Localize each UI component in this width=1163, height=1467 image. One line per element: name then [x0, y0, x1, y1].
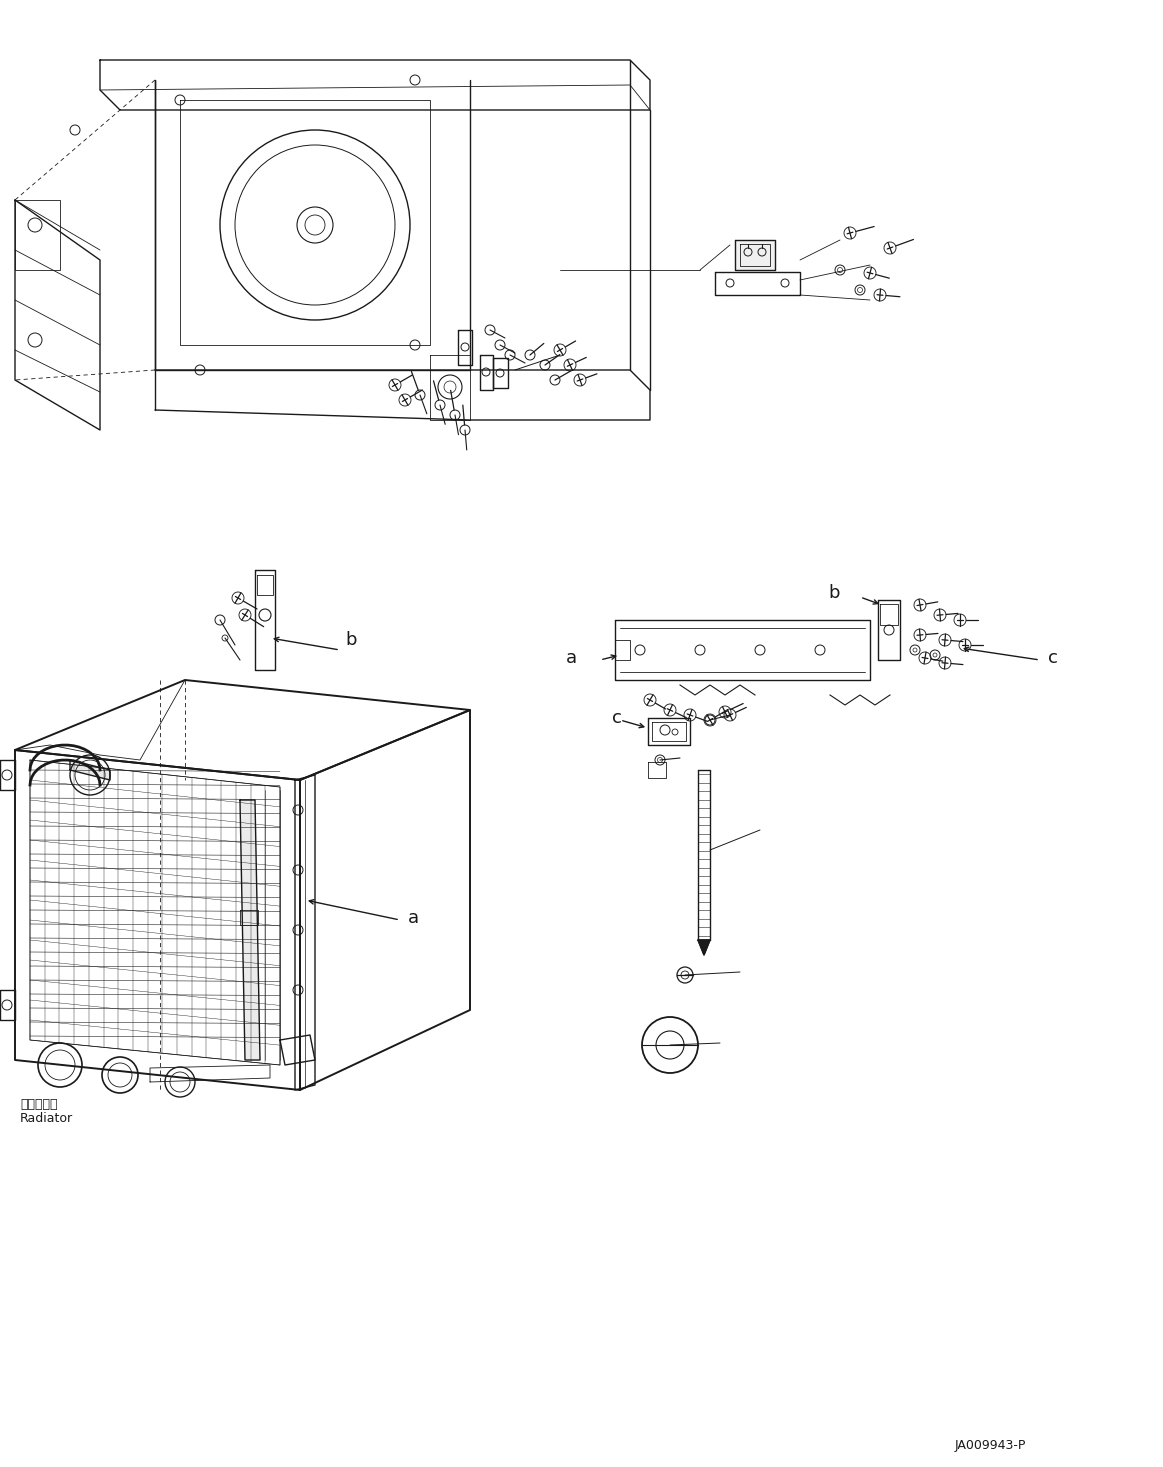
Text: c: c — [1048, 648, 1058, 667]
Text: JA009943-P: JA009943-P — [955, 1439, 1027, 1451]
Polygon shape — [698, 940, 709, 955]
Text: ラジエータ: ラジエータ — [20, 1097, 57, 1111]
Text: b: b — [345, 631, 357, 648]
Polygon shape — [735, 241, 775, 270]
Text: c: c — [612, 709, 622, 728]
Text: a: a — [566, 648, 577, 667]
Polygon shape — [240, 800, 261, 1061]
Text: a: a — [408, 910, 419, 927]
Text: Radiator: Radiator — [20, 1112, 73, 1125]
Polygon shape — [70, 760, 110, 780]
Text: b: b — [828, 584, 840, 601]
